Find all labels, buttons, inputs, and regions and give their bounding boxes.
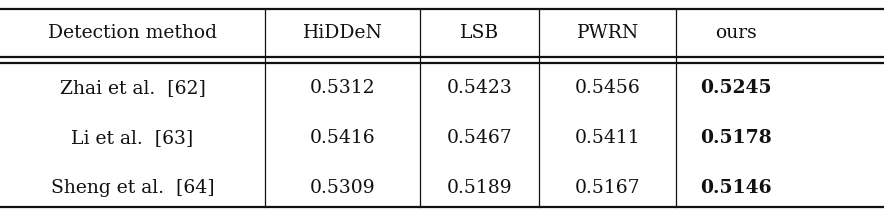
Text: Sheng et al.  [64]: Sheng et al. [64] bbox=[50, 179, 215, 197]
Text: 0.5245: 0.5245 bbox=[700, 79, 772, 97]
Text: ours: ours bbox=[715, 24, 757, 42]
Text: 0.5146: 0.5146 bbox=[700, 179, 772, 197]
Text: 0.5416: 0.5416 bbox=[309, 129, 376, 147]
Text: LSB: LSB bbox=[460, 24, 499, 42]
Text: 0.5189: 0.5189 bbox=[446, 179, 513, 197]
Text: 0.5309: 0.5309 bbox=[309, 179, 376, 197]
Text: Detection method: Detection method bbox=[48, 24, 217, 42]
Text: HiDDeN: HiDDeN bbox=[302, 24, 383, 42]
Text: 0.5178: 0.5178 bbox=[700, 129, 772, 147]
Text: 0.5456: 0.5456 bbox=[575, 79, 641, 97]
Text: 0.5411: 0.5411 bbox=[575, 129, 641, 147]
Text: PWRN: PWRN bbox=[576, 24, 639, 42]
Text: 0.5467: 0.5467 bbox=[446, 129, 513, 147]
Text: Li et al.  [63]: Li et al. [63] bbox=[72, 129, 194, 147]
Text: 0.5423: 0.5423 bbox=[446, 79, 513, 97]
Text: 0.5167: 0.5167 bbox=[575, 179, 641, 197]
Text: Zhai et al.  [62]: Zhai et al. [62] bbox=[59, 79, 206, 97]
Text: 0.5312: 0.5312 bbox=[309, 79, 376, 97]
